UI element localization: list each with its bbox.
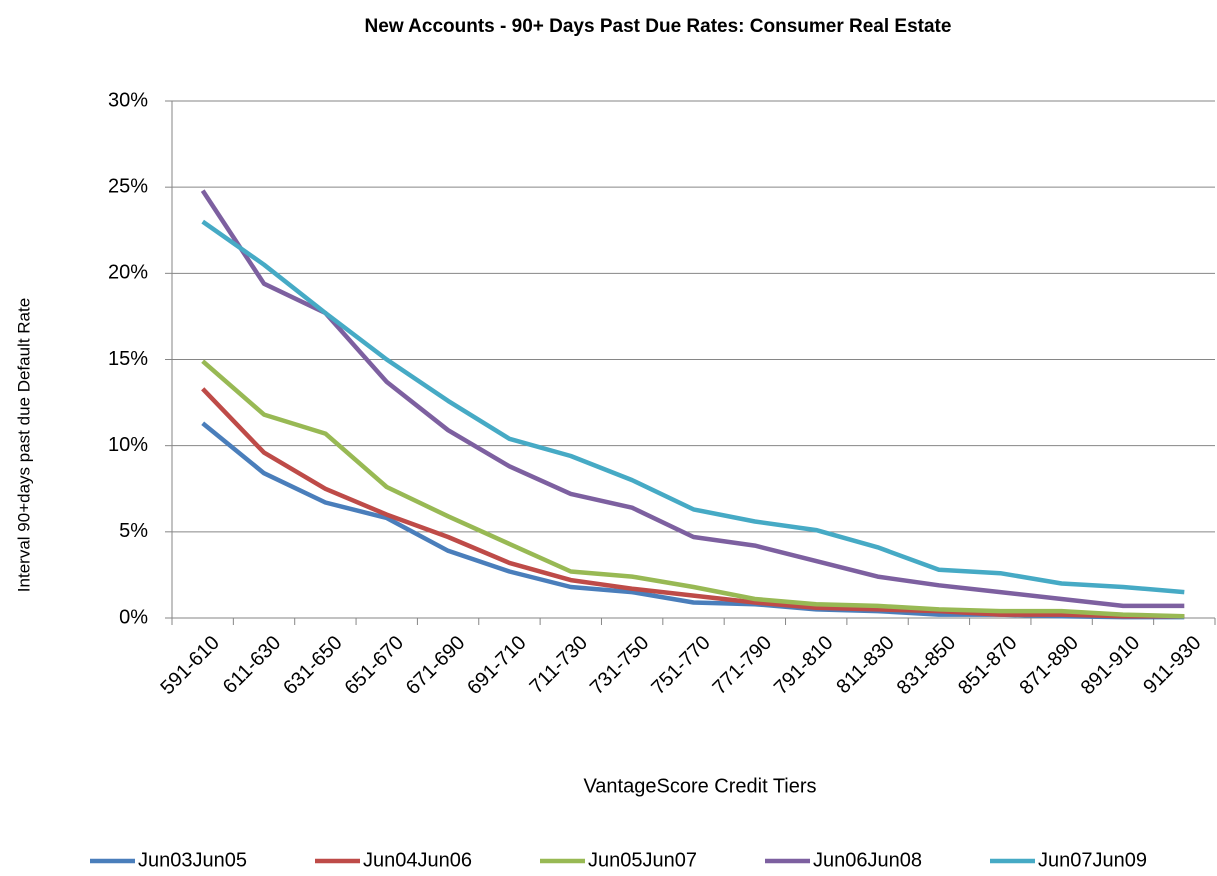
x-tick-label: 651-670: [341, 632, 408, 699]
legend-label: Jun07Jun09: [1038, 849, 1147, 871]
legend-label: Jun04Jun06: [363, 849, 472, 871]
x-tick-label: 871-890: [1015, 632, 1082, 699]
y-tick-label: 5%: [119, 520, 148, 542]
x-tick-label: 691-710: [463, 632, 530, 699]
x-tick-label: 771-790: [709, 632, 776, 699]
y-tick-label: 15%: [108, 348, 148, 370]
y-tick-label: 25%: [108, 175, 148, 197]
y-tick-label: 0%: [119, 606, 148, 628]
x-tick-label: 611-630: [219, 632, 285, 698]
x-tick-label: 791-810: [770, 632, 837, 699]
y-tick-label: 10%: [108, 434, 148, 456]
legend-label: Jun06Jun08: [813, 849, 922, 871]
x-tick-label: 671-690: [402, 632, 469, 699]
x-axis-title: VantageScore Credit Tiers: [583, 775, 816, 797]
x-tick-label: 751-770: [647, 632, 714, 699]
x-tick-label: 731-750: [586, 632, 653, 699]
x-tick-label: 911-930: [1139, 632, 1205, 698]
series-line: [201, 359, 1185, 619]
x-tick-label: 631-650: [279, 632, 346, 699]
x-tick-label: 591-610: [156, 632, 223, 699]
y-tick-label: 30%: [108, 89, 148, 111]
x-tick-label: 831-850: [893, 632, 960, 699]
legend-label: Jun03Jun05: [138, 849, 247, 871]
x-tick-label: 811-830: [832, 632, 898, 698]
y-axis-title: Interval 90+days past due Default Rate: [14, 298, 33, 592]
y-tick-label: 20%: [108, 262, 148, 284]
series-line: [200, 189, 1185, 609]
series-line: [201, 387, 1185, 619]
x-tick-label: 891-910: [1077, 632, 1144, 699]
legend-label: Jun05Jun07: [588, 849, 697, 871]
x-tick-label: 851-870: [954, 632, 1021, 699]
chart-title: New Accounts - 90+ Days Past Due Rates: …: [365, 16, 952, 37]
x-tick-label: 711-730: [526, 632, 592, 698]
series-line: [201, 219, 1185, 595]
